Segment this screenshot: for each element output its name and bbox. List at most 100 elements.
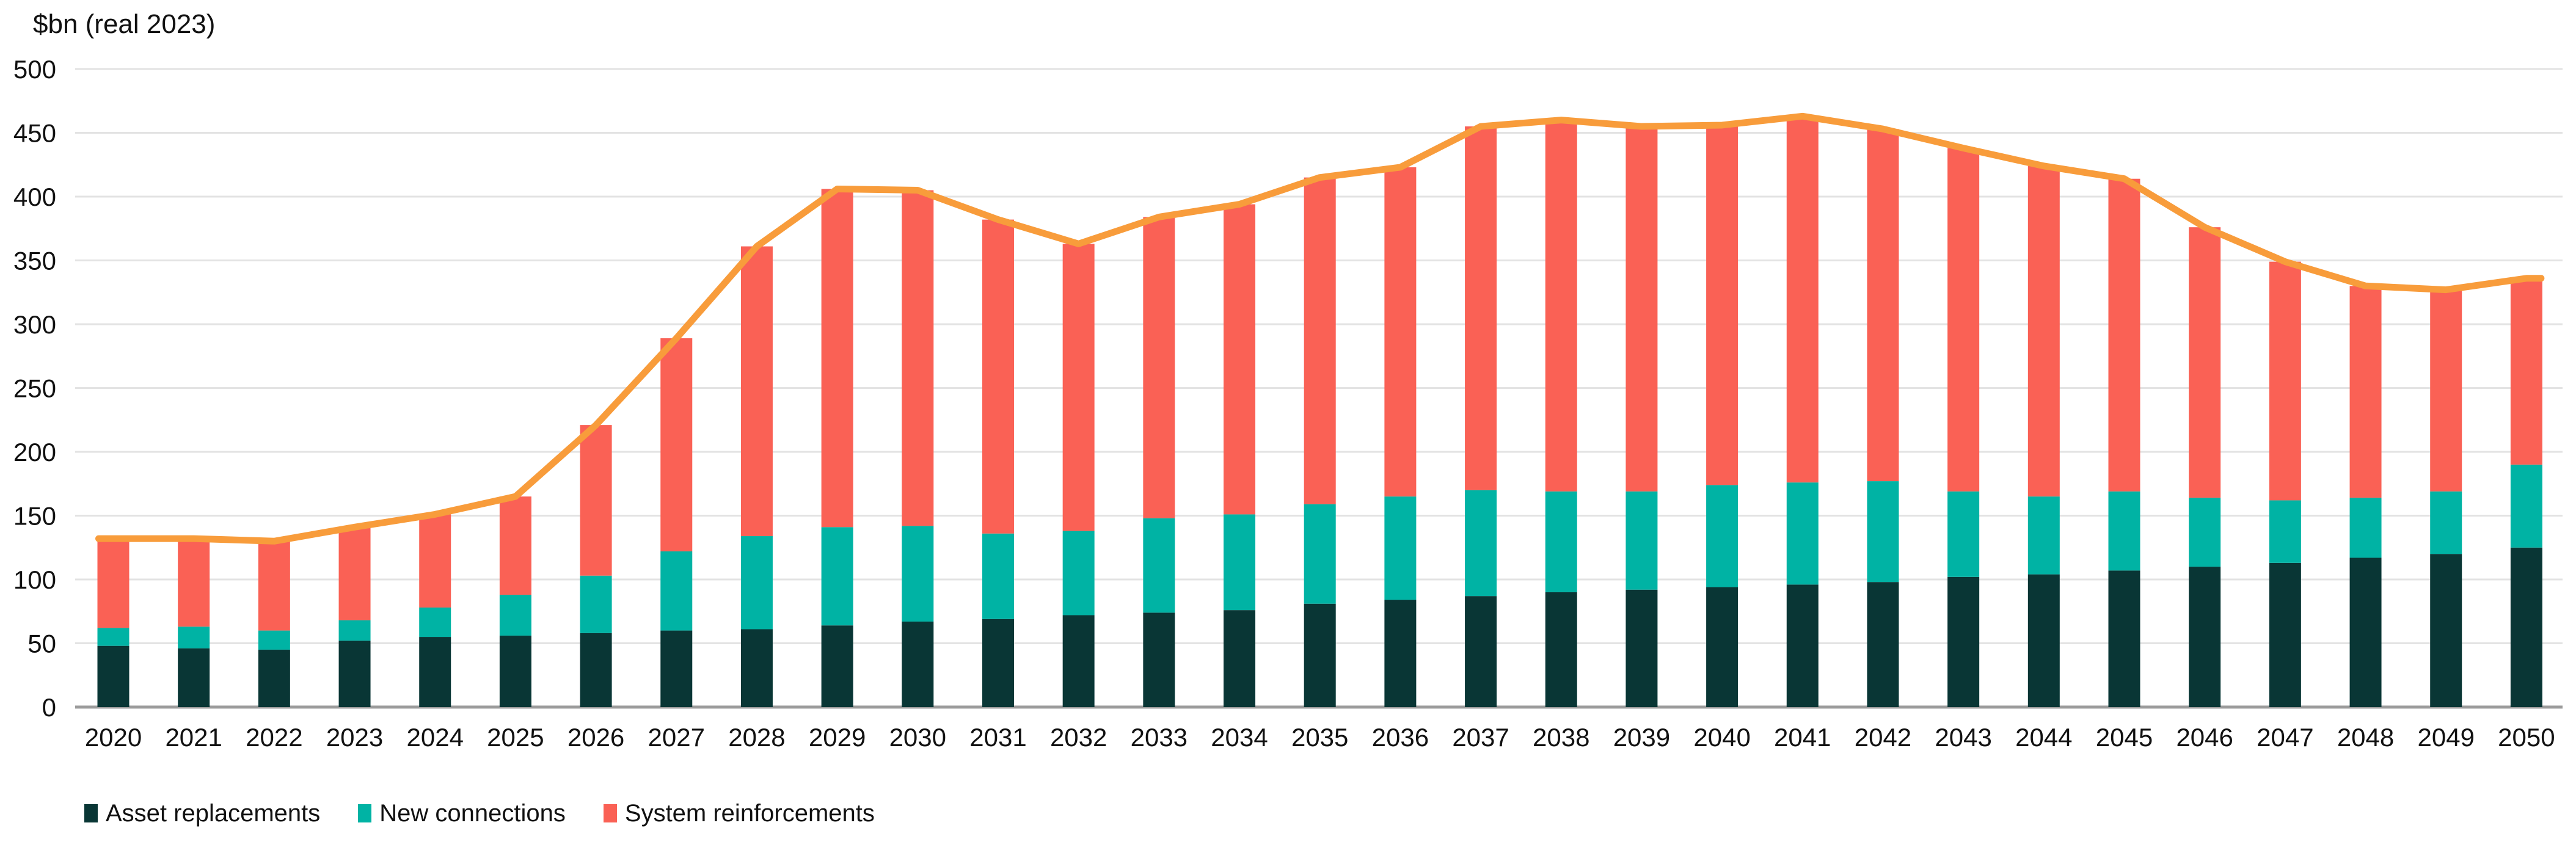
- y-tick-label: 0: [42, 693, 56, 722]
- x-tick-label: 2021: [165, 723, 222, 752]
- bar-segment-asset-replacements: [1947, 576, 1980, 707]
- x-tick-label: 2047: [2257, 723, 2313, 752]
- x-tick-label: 2039: [1613, 723, 1670, 752]
- bar-segment-system-reinforcements: [1626, 126, 1658, 492]
- x-tick-label: 2033: [1131, 723, 1188, 752]
- bar-segment-system-reinforcements: [821, 189, 853, 528]
- bar-segment-new-connections: [2189, 498, 2221, 567]
- y-tick-label: 50: [27, 630, 56, 658]
- x-tick-label: 2050: [2498, 723, 2555, 752]
- x-tick-label: 2028: [728, 723, 785, 752]
- bar-segment-system-reinforcements: [178, 539, 210, 627]
- bar-segment-asset-replacements: [2108, 570, 2140, 707]
- bar-segment-asset-replacements: [1384, 600, 1417, 707]
- bar-segment-system-reinforcements: [419, 514, 451, 608]
- bar-segment-new-connections: [1062, 531, 1095, 615]
- legend-swatch-new-connections: [358, 804, 372, 822]
- bar-segment-system-reinforcements: [2430, 289, 2462, 492]
- bar-segment-asset-replacements: [2027, 574, 2060, 707]
- bar-segment-asset-replacements: [580, 633, 612, 707]
- bar-segment-new-connections: [178, 626, 210, 648]
- x-tick-label: 2026: [567, 723, 624, 752]
- bar-segment-system-reinforcements: [2027, 165, 2060, 497]
- bar-segment-asset-replacements: [902, 621, 934, 707]
- bar-segment-new-connections: [1947, 491, 1980, 577]
- x-tick-label: 2025: [487, 723, 544, 752]
- legend-swatch-system-reinforcements: [603, 804, 617, 822]
- bar-segment-system-reinforcements: [2108, 178, 2140, 492]
- bar-segment-system-reinforcements: [2269, 261, 2301, 501]
- bar-segment-system-reinforcements: [1706, 125, 1739, 485]
- bar-segment-new-connections: [1304, 504, 1336, 604]
- bar-segment-asset-replacements: [1062, 615, 1095, 707]
- x-tick-label: 2031: [969, 723, 1026, 752]
- bar-segment-new-connections: [982, 533, 1014, 619]
- x-tick-label: 2030: [889, 723, 946, 752]
- bar-segment-system-reinforcements: [2189, 227, 2221, 498]
- bar-segment-new-connections: [1786, 482, 1819, 585]
- bar-segment-new-connections: [338, 620, 371, 641]
- bar-segment-new-connections: [419, 607, 451, 637]
- bar-segment-asset-replacements: [2349, 557, 2382, 707]
- bar-segment-asset-replacements: [1224, 610, 1256, 707]
- bar-segment-new-connections: [821, 527, 853, 626]
- bar-segment-new-connections: [2349, 498, 2382, 558]
- x-tick-label: 2034: [1211, 723, 1268, 752]
- bar-segment-asset-replacements: [740, 629, 773, 707]
- y-tick-label: 200: [13, 438, 56, 466]
- bar-segment-asset-replacements: [982, 619, 1014, 707]
- x-tick-label: 2044: [2015, 723, 2072, 752]
- bar-segment-new-connections: [97, 628, 130, 646]
- bar-segment-asset-replacements: [1304, 603, 1336, 707]
- bar-segment-system-reinforcements: [2510, 278, 2542, 465]
- x-tick-label: 2027: [648, 723, 705, 752]
- legend-label-system-reinforcements: System reinforcements: [624, 800, 875, 827]
- bar-segment-new-connections: [499, 595, 531, 636]
- bar-segment-new-connections: [2269, 500, 2301, 563]
- x-tick-label: 2037: [1452, 723, 1509, 752]
- bar-segment-new-connections: [2027, 496, 2060, 575]
- bar-segment-new-connections: [902, 526, 934, 622]
- bar-segment-system-reinforcements: [1224, 204, 1256, 515]
- bar-segment-asset-replacements: [499, 635, 531, 707]
- x-tick-label: 2046: [2176, 723, 2233, 752]
- x-tick-label: 2043: [1935, 723, 1991, 752]
- bar-segment-asset-replacements: [419, 637, 451, 707]
- bar-segment-asset-replacements: [2430, 554, 2462, 707]
- legend-label-asset-replacements: Asset replacements: [106, 800, 321, 827]
- bar-segment-new-connections: [1224, 514, 1256, 611]
- bar-segment-system-reinforcements: [580, 425, 612, 576]
- bar-segment-system-reinforcements: [982, 219, 1014, 534]
- total-line: [95, 112, 2545, 545]
- bar-segment-asset-replacements: [1706, 587, 1739, 707]
- x-tick-label: 2036: [1372, 723, 1429, 752]
- bar-segment-new-connections: [2430, 491, 2462, 554]
- bar-segment-new-connections: [740, 535, 773, 630]
- bar-segment-new-connections: [1384, 496, 1417, 600]
- bar-segment-system-reinforcements: [660, 338, 693, 552]
- x-tick-label: 2020: [85, 723, 142, 752]
- bar-segment-new-connections: [1465, 490, 1497, 597]
- bar-segment-asset-replacements: [660, 630, 693, 707]
- bar-segment-system-reinforcements: [338, 527, 371, 620]
- x-tick-label: 2035: [1291, 723, 1348, 752]
- bar-segment-new-connections: [2510, 464, 2542, 548]
- bar-segment-asset-replacements: [1545, 592, 1577, 707]
- y-tick-label: 250: [13, 374, 56, 403]
- y-tick-label: 500: [13, 55, 56, 84]
- bar-segment-asset-replacements: [1465, 596, 1497, 707]
- y-tick-label: 350: [13, 247, 56, 275]
- bar-segment-system-reinforcements: [740, 246, 773, 536]
- bar-segment-system-reinforcements: [1545, 120, 1577, 492]
- x-tick-label: 2042: [1855, 723, 1911, 752]
- bar-segment-asset-replacements: [338, 641, 371, 707]
- bar-segment-system-reinforcements: [499, 496, 531, 595]
- bar-segment-system-reinforcements: [97, 539, 130, 628]
- y-tick-label: 150: [13, 502, 56, 531]
- x-tick-label: 2045: [2096, 723, 2153, 752]
- bar-segment-asset-replacements: [258, 649, 290, 707]
- y-tick-label: 450: [13, 119, 56, 148]
- bar-segment-asset-replacements: [2269, 562, 2301, 707]
